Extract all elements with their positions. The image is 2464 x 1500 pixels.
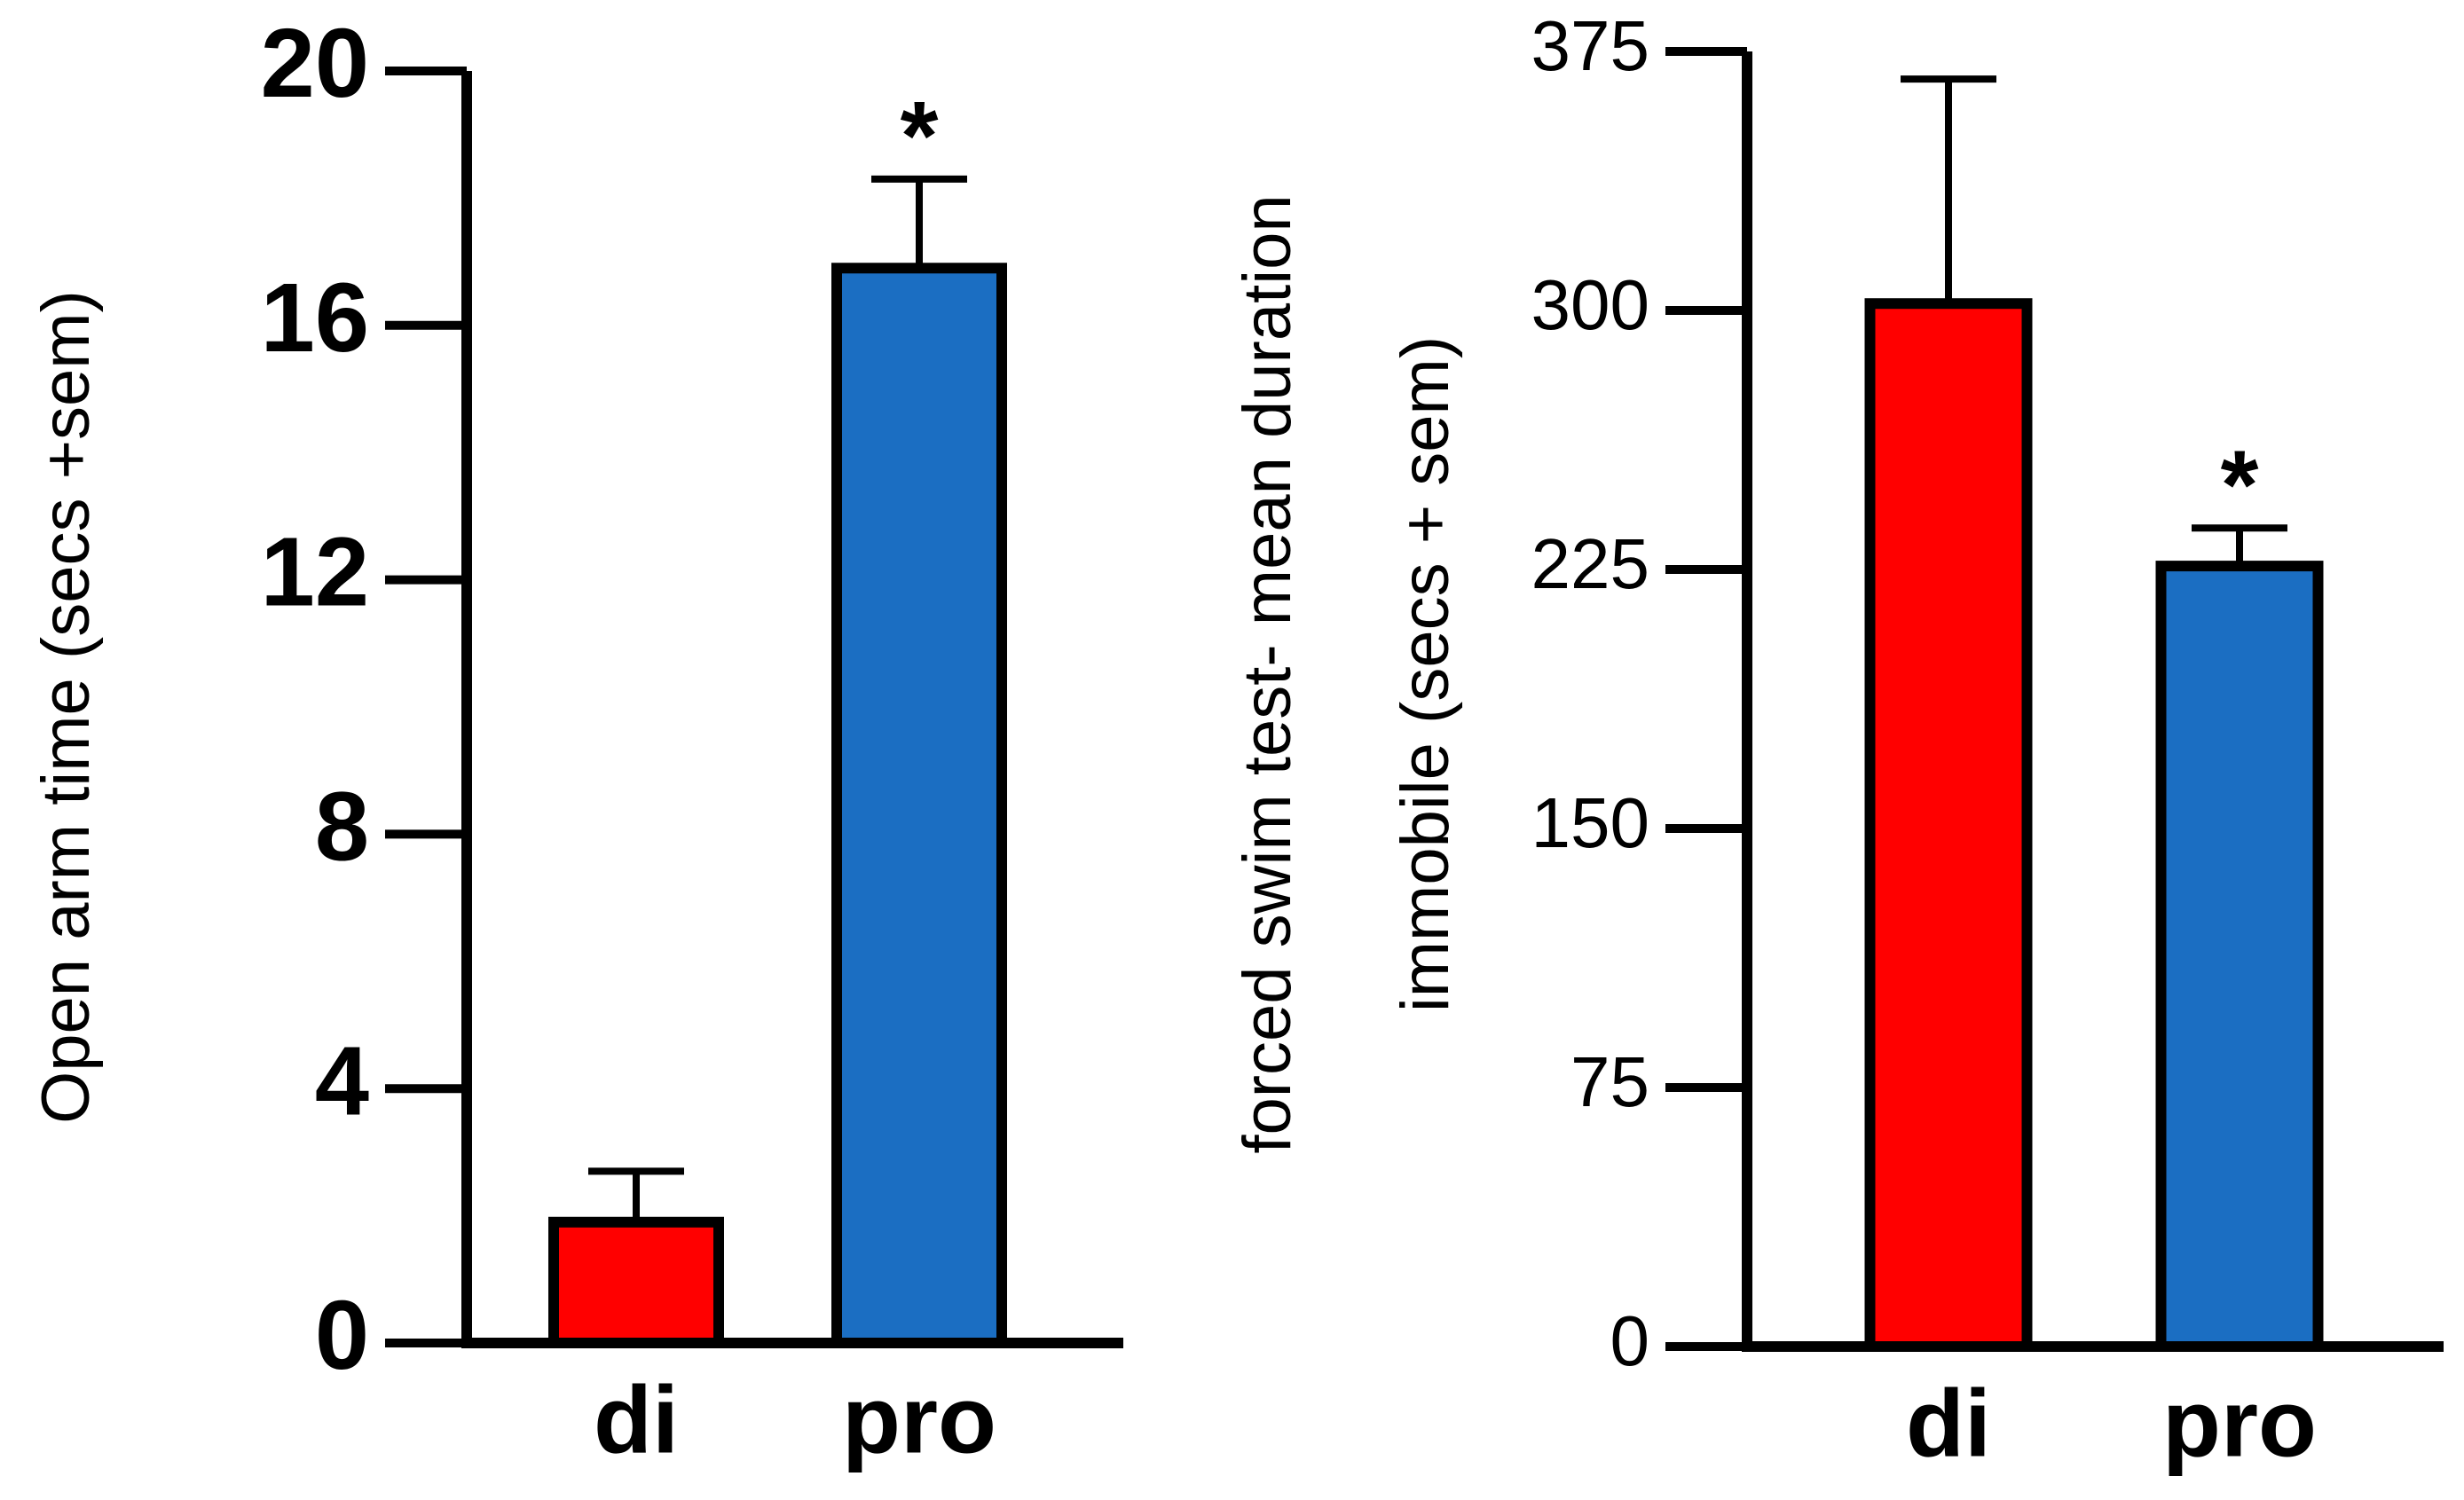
x-tick-label: pro — [2162, 1370, 2317, 1477]
y-axis-label: forced swim test- mean duration — [1230, 194, 1305, 1153]
significance-marker: * — [2221, 430, 2259, 539]
significance-marker: * — [901, 82, 939, 191]
y-tick-label: 0 — [1610, 1301, 1650, 1380]
x-tick-label: pro — [842, 1366, 996, 1473]
y-tick-label: 16 — [261, 263, 369, 373]
y-tick-label: 375 — [1531, 6, 1649, 85]
bar — [831, 263, 1007, 1348]
y-tick-label: 75 — [1571, 1042, 1649, 1121]
y-tick-label: 20 — [261, 9, 369, 118]
y-tick-label: 0 — [315, 1281, 369, 1390]
y-tick-label: 4 — [315, 1026, 369, 1135]
y-tick-label: 12 — [261, 518, 369, 627]
y-tick-label: 8 — [315, 772, 369, 881]
x-tick-label: di — [594, 1366, 679, 1473]
y-tick-label: 225 — [1531, 524, 1649, 603]
y-axis-label: immobile (secs + sem) — [1388, 336, 1463, 1012]
bar — [548, 1216, 724, 1349]
bar — [1864, 298, 2033, 1352]
y-axis-label: Open arm time (secs +sem) — [28, 290, 104, 1124]
y-tick-label: 150 — [1531, 783, 1649, 862]
bar — [2155, 561, 2324, 1352]
x-tick-label: di — [1906, 1370, 1991, 1477]
y-tick-label: 300 — [1531, 265, 1649, 344]
